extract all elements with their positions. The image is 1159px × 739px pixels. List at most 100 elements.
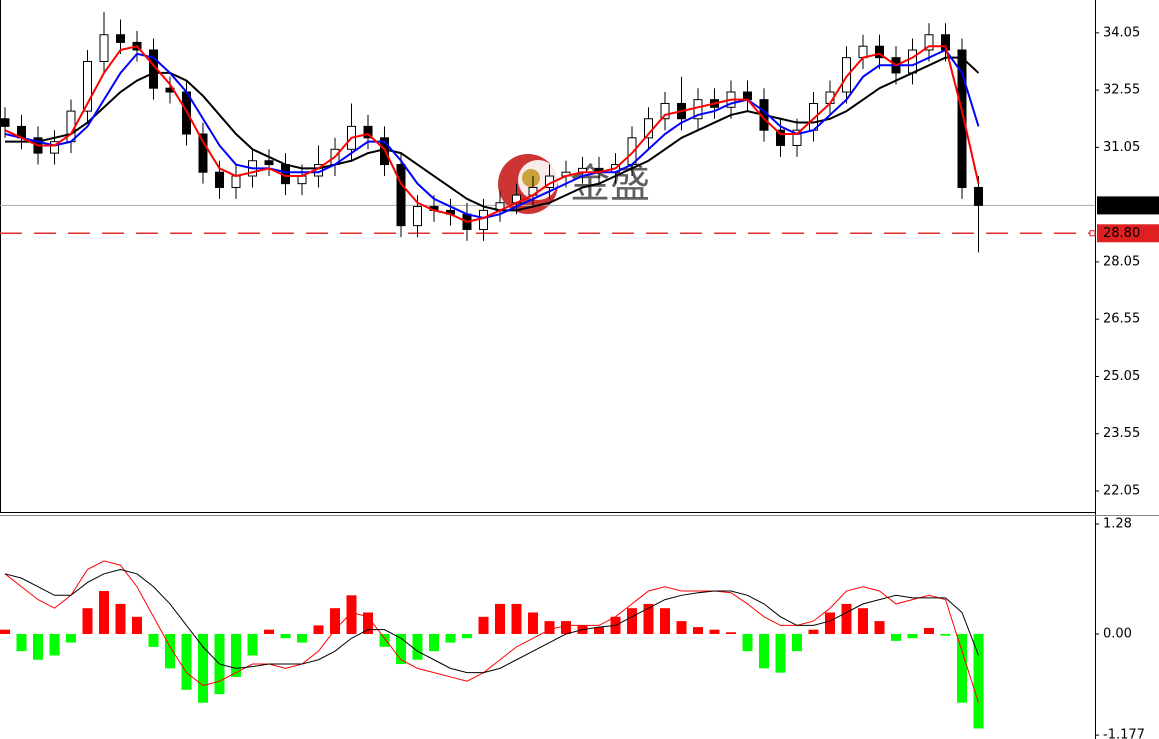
histogram-bar — [924, 627, 934, 634]
histogram-bar — [280, 633, 291, 639]
histogram-bar — [759, 633, 769, 669]
histogram-bar — [0, 629, 10, 634]
candle-body — [908, 49, 917, 74]
y-tick-label: 26.55 — [1103, 312, 1140, 327]
candle-body — [99, 34, 109, 62]
candle-body — [875, 45, 884, 59]
macd-line — [4, 569, 979, 674]
y-tick-label: 1.28 — [1103, 516, 1132, 531]
histogram-bar — [198, 633, 208, 703]
candle-body — [116, 34, 125, 43]
histogram-bar — [297, 633, 307, 643]
histogram-bar — [907, 633, 918, 639]
current-price-box — [1097, 196, 1159, 215]
histogram-bar — [495, 603, 505, 634]
histogram-bar — [99, 591, 109, 634]
histogram-bar — [264, 629, 274, 634]
histogram-bar — [676, 621, 687, 634]
candle-body — [974, 186, 983, 206]
candle-body — [0, 118, 10, 127]
histogram-bar — [82, 608, 93, 634]
moving-average — [4, 48, 980, 220]
y-tick-label: 0.00 — [1103, 626, 1132, 641]
candle-body — [264, 160, 274, 166]
level-label: 28.80 — [1103, 226, 1140, 241]
candle-body — [215, 171, 224, 188]
candle-body — [479, 209, 488, 230]
histogram-bar — [478, 616, 489, 634]
y-tick-label: 31.05 — [1103, 140, 1140, 155]
histogram-bar — [627, 608, 637, 634]
histogram-bar — [858, 608, 868, 634]
candle-body — [50, 141, 59, 154]
histogram-bar — [363, 612, 373, 634]
candle-body — [957, 49, 967, 188]
histogram-bar — [940, 633, 951, 636]
histogram-bar — [115, 603, 126, 634]
histogram-bar — [775, 633, 786, 673]
candle-body — [396, 164, 406, 227]
histogram-bar — [346, 595, 357, 634]
histogram-bar — [16, 633, 27, 652]
histogram-bar — [330, 608, 340, 634]
candle-body — [776, 129, 785, 146]
histogram-bar — [594, 627, 604, 634]
candle-body — [792, 129, 802, 146]
histogram-bar — [709, 629, 720, 634]
histogram-bar — [313, 625, 324, 634]
histogram-bar — [808, 629, 819, 634]
histogram-bar — [643, 603, 654, 634]
histogram-bar — [726, 632, 736, 634]
histogram-bar — [132, 616, 142, 634]
histogram-bar — [957, 633, 967, 703]
histogram-bar — [660, 608, 670, 634]
histogram-bar — [49, 633, 60, 656]
candle-body — [363, 125, 373, 139]
y-tick-label: 28.05 — [1103, 254, 1140, 269]
histogram-bar — [379, 633, 390, 647]
moving-average — [4, 45, 980, 223]
histogram-bar — [511, 603, 522, 634]
candle-body — [198, 133, 208, 173]
y-tick-label: 34.05 — [1103, 25, 1140, 40]
histogram-bar — [247, 633, 258, 656]
histogram-bar — [528, 612, 538, 634]
level-box — [1097, 224, 1159, 243]
histogram-bar — [181, 633, 192, 690]
histogram-bar — [445, 633, 456, 643]
candle-body — [924, 34, 934, 51]
histogram-bar — [742, 633, 753, 652]
candle-body — [660, 102, 670, 120]
histogram-bar — [429, 633, 439, 652]
histogram-bar — [148, 633, 159, 647]
histogram-bar — [792, 633, 802, 652]
candle-body — [83, 60, 92, 112]
candle-body — [743, 91, 752, 101]
candle-body — [858, 45, 868, 59]
y-tick-label: 32.55 — [1103, 83, 1140, 98]
histogram-bar — [825, 612, 835, 634]
histogram-bar — [693, 627, 703, 634]
y-tick-label: -1.177 — [1103, 728, 1145, 739]
candle-body — [842, 57, 851, 93]
current-price-label: 29.53 — [1103, 198, 1140, 213]
candle-body — [413, 206, 422, 227]
histogram-bar — [412, 633, 423, 660]
y-tick-label: 25.05 — [1103, 369, 1140, 384]
candle-body — [231, 175, 241, 188]
histogram-bar — [66, 633, 76, 643]
candle-body — [297, 175, 307, 185]
histogram-bar — [231, 633, 241, 677]
y-tick-label: 22.05 — [1103, 484, 1140, 499]
macd-line — [4, 560, 979, 703]
y-tick-label: 23.55 — [1103, 426, 1140, 441]
histogram-bar — [561, 621, 571, 634]
histogram-bar — [891, 633, 901, 641]
moving-average — [5, 56, 980, 212]
histogram-bar — [396, 633, 406, 665]
histogram-bar — [874, 621, 885, 634]
histogram-bar — [33, 633, 43, 660]
histogram-bar — [841, 603, 852, 634]
histogram-bar — [165, 633, 175, 669]
